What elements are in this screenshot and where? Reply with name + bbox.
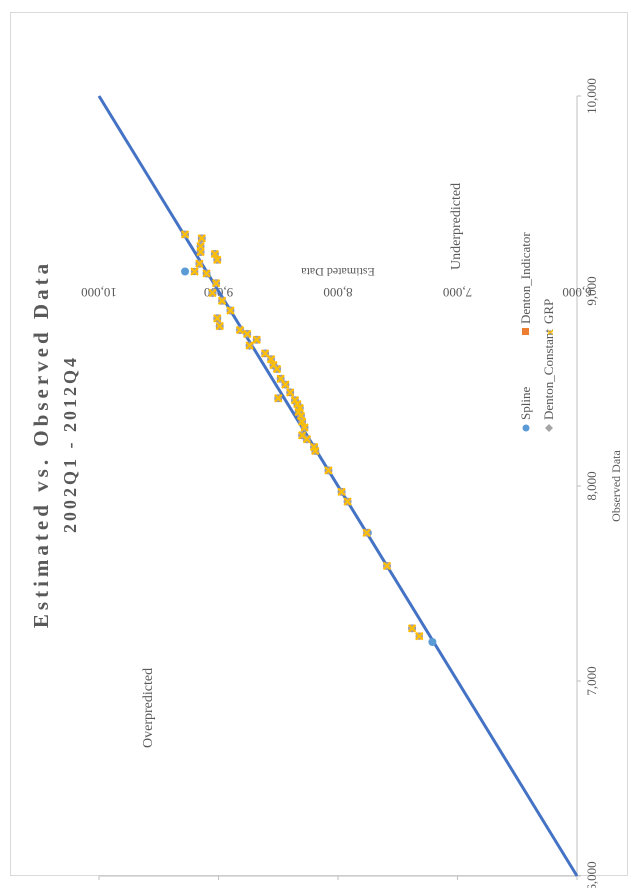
point-grp [362,528,371,538]
point-grp [382,561,392,571]
point-grp [202,269,211,278]
overpredicted-annotation: Overpredicted [141,668,156,748]
point-grp [407,624,417,633]
legend-label-spline: Spline [518,387,533,420]
point-grp [343,497,352,506]
point-grp [309,442,319,452]
point-grp [235,325,245,335]
point-grp [208,288,217,298]
point-spline [428,638,437,646]
point-grp [197,234,206,243]
underpredicted-annotation: Underpredicted [449,183,464,270]
legend-marker-spline [522,424,530,432]
point-grp [195,259,204,268]
point-grp [215,321,224,331]
x-tick-label: 6,000 [584,861,599,888]
point-grp [213,314,222,323]
perfect-fit-line [97,95,579,877]
point-grp [300,423,309,432]
point-grp [293,399,302,409]
point-grp [276,374,285,383]
point-grp [190,267,199,276]
point-grp [180,230,190,239]
x-tick-label: 10,000 [584,78,599,114]
y-tick-label: 6,000 [562,285,591,300]
point-grp [297,431,307,440]
point-grp [337,487,346,497]
point-grp [295,403,304,413]
x-tick-label: 9,000 [584,276,599,305]
point-grp [217,296,227,305]
point-grp [245,341,254,350]
point-grp [210,249,220,259]
point-grp [296,411,306,421]
legend-marker-grp: x [544,329,556,335]
x-tick-label: 7,000 [584,666,599,695]
point-grp [266,355,276,364]
point-grp [269,360,278,370]
chart-title: Estimated vs. Observed Data [29,260,53,628]
x-tick-label: 8,000 [584,471,599,500]
point-grp [297,417,307,426]
point-spline [181,267,190,276]
legend: Spline Denton_Indicator Denton_Constant … [518,232,556,432]
point-grp [290,395,300,405]
point-grp [260,349,270,358]
legend-label-denton-indicator: Denton_Indicator [518,232,533,324]
point-grp [226,306,235,315]
y-tick-label: 8,000 [323,285,352,300]
chart-subtitle: 2002Q1 - 2012Q4 [60,355,80,533]
legend-marker-denton-constant [545,424,553,432]
point-grp [274,394,283,403]
x-axis-title: Observed Data [609,450,623,522]
y-axis-title: Estimated Data [301,265,375,279]
legend-label-denton-constant: Denton_Constant [541,329,556,420]
point-grp [211,278,221,288]
point-grp [324,466,333,475]
legend-label-grp: GRP [541,299,556,324]
point-grp [252,335,261,344]
legend-marker-denton-indicator [522,328,529,335]
point-grp [213,255,222,265]
y-tick-label: 7,000 [443,285,472,300]
point-grp [242,329,252,339]
y-tick-label: 10,000 [81,285,117,300]
point-grp [415,631,424,641]
point-grp [196,241,205,251]
point-grp [285,388,295,397]
